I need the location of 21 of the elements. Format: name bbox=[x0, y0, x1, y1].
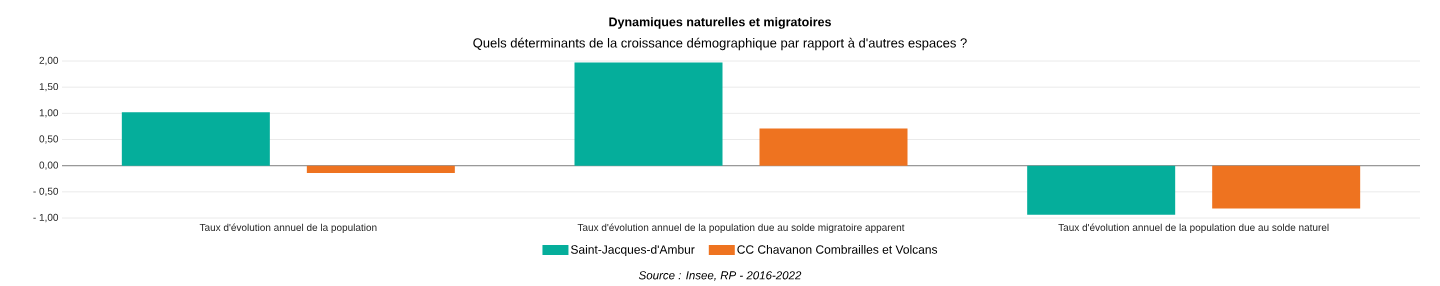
bar bbox=[306, 165, 455, 173]
chart-title: Dynamiques naturelles et migratoires bbox=[609, 17, 831, 29]
chart-subtitle: Quels déterminants de la croissance démographique par rapport à d'autres espaces ? bbox=[473, 37, 967, 51]
bar bbox=[121, 112, 270, 166]
y-tick-label: 0,50 bbox=[39, 135, 59, 144]
x-tick-label: Taux d'évolution annuel de la population due au solde naturel bbox=[1058, 223, 1329, 233]
y-tick-label: 1,50 bbox=[39, 83, 59, 92]
y-tick-label: - 0,50 bbox=[33, 187, 59, 196]
legend-label: CC Chavanon Combrailles et Volcans bbox=[737, 244, 938, 254]
bar bbox=[759, 128, 908, 166]
bar bbox=[1212, 165, 1361, 209]
bar bbox=[1027, 165, 1176, 215]
x-tick-label: Taux d'évolution annuel de la population due au solde migratoire apparent bbox=[577, 223, 905, 233]
y-tick-label: 2,00 bbox=[39, 56, 59, 66]
x-tick-label: Taux d'évolution annuel de la population bbox=[199, 223, 377, 233]
y-tick-label: - 1,00 bbox=[33, 213, 59, 223]
legend-label: Saint-Jacques-d'Ambur bbox=[571, 244, 695, 257]
y-tick-label: 1,00 bbox=[39, 109, 59, 118]
bar bbox=[574, 62, 723, 166]
source-note: Source : Insee, RP - 2016-2022 bbox=[638, 271, 802, 281]
y-tick-label: 0,00 bbox=[39, 161, 59, 170]
